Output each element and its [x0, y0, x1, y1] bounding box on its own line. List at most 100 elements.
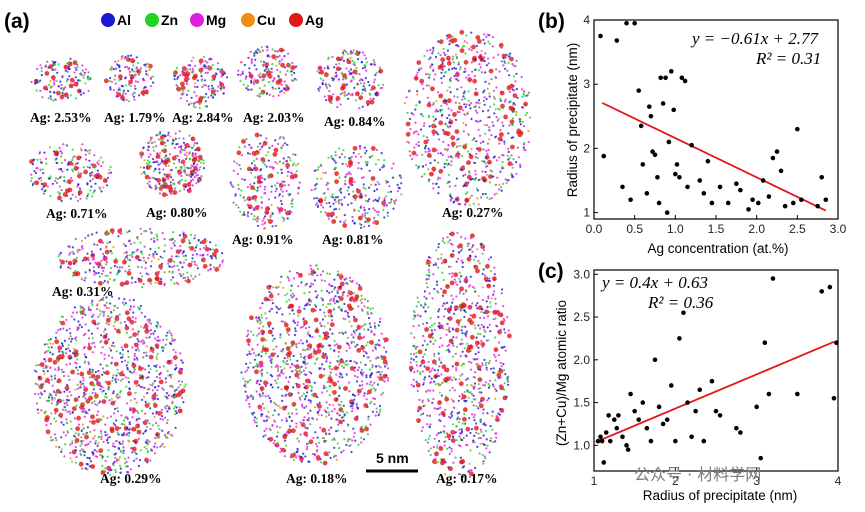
data-point — [648, 438, 654, 444]
data-point — [632, 20, 637, 26]
precipitate-cloud — [229, 132, 301, 230]
scale-bar-label: 5 nm — [376, 450, 409, 466]
fit-line — [601, 102, 827, 212]
plot-frame — [593, 269, 839, 472]
data-point — [652, 357, 658, 363]
data-point — [606, 413, 611, 418]
data-point — [628, 391, 633, 397]
data-point — [766, 391, 772, 397]
data-point — [778, 168, 784, 174]
precipitate-cloud — [403, 29, 532, 207]
precipitate-cloud — [237, 45, 298, 98]
data-point — [663, 75, 668, 81]
data-point — [693, 408, 698, 414]
data-point — [656, 200, 662, 206]
data-point — [815, 203, 820, 209]
y-tick-label: 1.5 — [573, 396, 590, 410]
data-point — [725, 200, 731, 206]
data-point — [640, 162, 646, 167]
data-point — [738, 187, 743, 193]
data-point — [655, 174, 660, 180]
fit-equation-c: y = 0.4x + 0.63 — [600, 273, 708, 292]
panel-label-b: (b) — [538, 10, 565, 33]
data-point — [673, 438, 678, 444]
atom-probe-reconstructions — [29, 29, 532, 478]
data-point — [632, 408, 637, 414]
precipitate-cloud — [310, 145, 403, 229]
precipitate-label: Ag: 1.79% — [104, 110, 166, 125]
legend-label-zn: Zn — [161, 12, 178, 28]
precipitate-label: Ag: 0.29% — [100, 471, 162, 486]
data-point — [668, 383, 674, 388]
precipitate-label: Ag: 0.31% — [52, 284, 114, 299]
y-tick-label: 2 — [583, 141, 590, 155]
data-point — [660, 421, 666, 427]
data-point — [762, 340, 768, 346]
data-point — [701, 191, 707, 196]
y-tick-label: 4 — [583, 13, 590, 27]
data-point — [664, 210, 670, 215]
data-point — [831, 395, 837, 401]
data-point — [666, 139, 672, 145]
data-point — [685, 184, 690, 190]
precipitate-cloud — [139, 130, 205, 198]
legend-swatch-cu — [241, 13, 255, 27]
data-point — [647, 104, 652, 109]
fit-line — [595, 341, 835, 443]
data-point — [601, 460, 607, 465]
scale-bar: 5 nm — [366, 450, 418, 473]
element-legend: Al Zn Mg Cu Ag — [101, 12, 324, 28]
data-point — [595, 438, 601, 444]
legend-swatch-mg — [190, 13, 204, 27]
precipitate-cloud — [173, 55, 229, 109]
legend-item-ag: Ag — [289, 12, 324, 28]
x-tick-label: 2.0 — [748, 222, 765, 236]
x-tick-label: 1.5 — [708, 222, 725, 236]
data-point — [624, 20, 629, 26]
data-point — [713, 408, 719, 414]
data-point — [644, 191, 650, 196]
chart-b: (b) Radius of precipitate (nm) Ag concen… — [538, 10, 847, 256]
data-point — [650, 149, 655, 154]
data-point — [766, 194, 772, 199]
legend-swatch-ag — [289, 13, 303, 27]
legend-label-al: Al — [117, 12, 131, 28]
legend-item-cu: Cu — [241, 12, 276, 28]
y-tick-label: 1.0 — [573, 438, 590, 452]
precipitate-label: Ag: 0.18% — [286, 471, 348, 486]
y-tick-label: 3 — [583, 77, 590, 91]
x-tick-label: 0.0 — [586, 222, 603, 236]
x-axis-label-b: Ag concentration (at.%) — [647, 241, 788, 256]
data-point — [638, 123, 644, 129]
data-point — [758, 455, 764, 461]
x-tick-label: 3 — [753, 474, 760, 488]
legend-label-ag: Ag — [305, 12, 324, 28]
data-point — [760, 178, 766, 183]
precipitate-label: Ag: 2.53% — [30, 110, 92, 125]
data-point — [738, 430, 743, 435]
data-point — [614, 425, 620, 431]
data-point — [685, 400, 690, 405]
precipitate-cloud — [316, 49, 385, 110]
data-point — [616, 413, 621, 418]
precipitate-labels: Ag: 2.53% Ag: 1.79% Ag: 2.84% Ag: 2.03% … — [30, 110, 504, 486]
x-tick-label: 3.0 — [830, 222, 847, 236]
data-point — [652, 152, 658, 158]
data-point — [658, 75, 663, 81]
data-point — [795, 391, 800, 397]
precipitate-cloud — [34, 295, 187, 476]
data-point — [689, 434, 694, 440]
precipitate-cloud — [57, 227, 224, 289]
data-point — [598, 434, 603, 440]
legend-swatch-zn — [145, 13, 159, 27]
data-point — [636, 88, 642, 93]
legend-item-al: Al — [101, 12, 131, 28]
precipitate-label: Ag: 0.17% — [436, 471, 498, 486]
data-point — [827, 284, 833, 290]
data-point — [799, 197, 804, 203]
data-point — [620, 434, 625, 440]
watermark: 公众号 · 材料学网 — [634, 465, 761, 484]
data-point — [755, 200, 761, 206]
x-axis-label-c: Radius of precipitate (nm) — [643, 488, 798, 503]
